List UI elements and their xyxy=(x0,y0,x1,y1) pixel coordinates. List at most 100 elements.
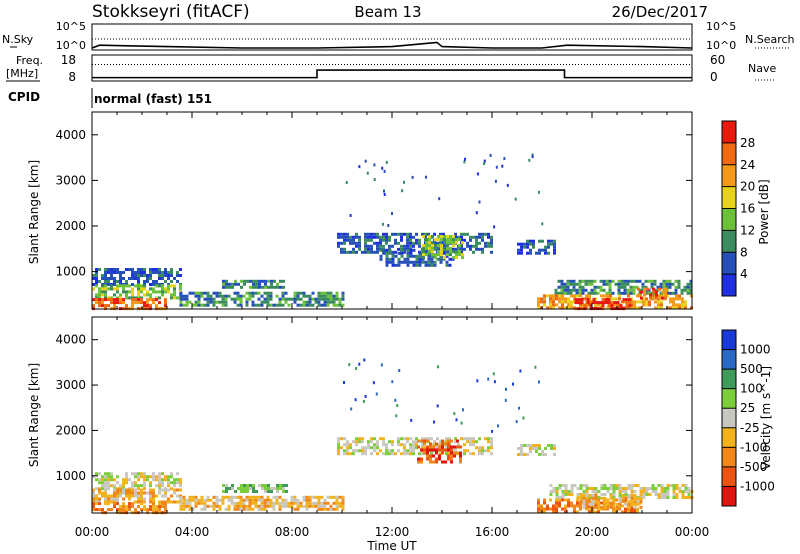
heatmap-cell xyxy=(457,443,460,447)
colorbar-tick-label: 500 xyxy=(740,362,763,376)
heatmap-cell xyxy=(409,232,412,236)
colorbar-tick-label: -1000 xyxy=(740,479,775,493)
heatmap-cell xyxy=(459,457,462,461)
heatmap-cell xyxy=(337,452,340,456)
heatmap-cell xyxy=(152,472,155,476)
heatmap-cell xyxy=(603,493,607,496)
heatmap-cell xyxy=(546,504,549,508)
heatmap-cell xyxy=(388,244,391,248)
heatmap-cell xyxy=(364,250,367,254)
heatmap-cell xyxy=(543,510,546,514)
heatmap-cell xyxy=(403,260,407,264)
heatmap-cell xyxy=(415,260,419,264)
heatmap-cell xyxy=(427,437,430,441)
heatmap-cell xyxy=(537,501,540,505)
heatmap-cell xyxy=(155,494,158,498)
heatmap-cell xyxy=(140,472,143,476)
heatmap-cell xyxy=(400,443,403,447)
heatmap-cell xyxy=(549,303,552,307)
heatmap-cell xyxy=(430,257,434,261)
heatmap-cell xyxy=(212,300,216,304)
heatmap-cell xyxy=(421,452,424,456)
heatmap-cell xyxy=(290,495,294,499)
heatmap-cell xyxy=(272,507,276,511)
heatmap-cell xyxy=(573,484,577,487)
heatmap-cell xyxy=(594,493,598,497)
heatmap-cell xyxy=(454,440,457,444)
heatmap-cell xyxy=(203,501,207,505)
heatmap-cell xyxy=(662,282,666,286)
heatmap-cell xyxy=(642,300,645,304)
heatmap-cell xyxy=(119,494,122,498)
heatmap-cell xyxy=(343,381,345,384)
heatmap-cell xyxy=(188,291,192,295)
heatmap-cell xyxy=(275,294,279,298)
heatmap-cell xyxy=(113,500,116,504)
heatmap-cell xyxy=(215,291,219,295)
heatmap-cell xyxy=(646,287,649,291)
heatmap-cell xyxy=(140,500,143,504)
heatmap-cell xyxy=(101,484,104,488)
heatmap-cell xyxy=(459,451,462,455)
heatmap-cell xyxy=(487,446,490,450)
heatmap-cell xyxy=(122,481,125,485)
heatmap-cell xyxy=(561,507,564,511)
heatmap-cell xyxy=(439,241,442,245)
heatmap-cell xyxy=(433,247,436,251)
heatmap-cell xyxy=(131,283,134,286)
heatmap-cell xyxy=(116,268,119,271)
heatmap-cell xyxy=(161,271,164,274)
heatmap-cell xyxy=(466,244,469,248)
heatmap-cell xyxy=(552,510,555,514)
heatmap-cell xyxy=(433,443,436,447)
heatmap-cell xyxy=(188,501,192,505)
heatmap-cell xyxy=(173,481,176,485)
heatmap-cell xyxy=(567,504,570,508)
heatmap-cell xyxy=(454,437,457,441)
heatmap-cell xyxy=(326,300,330,304)
heatmap-cell xyxy=(361,440,364,444)
heatmap-cell xyxy=(107,508,110,512)
heatmap-cell xyxy=(200,303,204,307)
heatmap-cell xyxy=(397,257,401,261)
heatmap-cell xyxy=(242,501,246,505)
heatmap-cell xyxy=(490,244,493,248)
heatmap-cell xyxy=(689,285,693,289)
heatmap-cell xyxy=(134,494,137,498)
heatmap-cell xyxy=(472,440,475,444)
heatmap-cell xyxy=(603,496,607,500)
heatmap-cell xyxy=(484,241,487,245)
heatmap-cell xyxy=(444,442,447,446)
heatmap-cell xyxy=(442,247,445,251)
heatmap-cell xyxy=(529,447,532,450)
heatmap-cell xyxy=(652,287,655,291)
heatmap-cell xyxy=(272,504,276,508)
heatmap-cell xyxy=(332,300,336,304)
heatmap-cell xyxy=(400,248,404,252)
heatmap-cell xyxy=(443,241,446,245)
heatmap-cell xyxy=(620,285,624,289)
heatmap-cell xyxy=(376,244,379,248)
heatmap-cell xyxy=(681,496,685,499)
heatmap-cell xyxy=(672,490,676,493)
heatmap-cell xyxy=(608,279,612,283)
heatmap-cell xyxy=(203,504,207,508)
heatmap-cell xyxy=(630,504,633,508)
heatmap-cell xyxy=(593,279,597,283)
heatmap-cell xyxy=(597,502,601,506)
heatmap-cell xyxy=(582,502,586,506)
heatmap-cell xyxy=(337,241,340,245)
heatmap-cell xyxy=(257,291,261,295)
heatmap-cell xyxy=(552,507,555,511)
heatmap-cell xyxy=(391,212,393,215)
heatmap-cell xyxy=(385,446,388,450)
heatmap-cell xyxy=(197,300,201,304)
heatmap-cell xyxy=(367,238,370,242)
heatmap-cell xyxy=(549,490,553,493)
heatmap-cell xyxy=(406,449,409,453)
heatmap-cell xyxy=(635,285,639,289)
heatmap-cell xyxy=(98,502,101,506)
heatmap-cell xyxy=(364,395,367,398)
heatmap-cell xyxy=(379,235,382,239)
heatmap-cell xyxy=(564,498,567,502)
